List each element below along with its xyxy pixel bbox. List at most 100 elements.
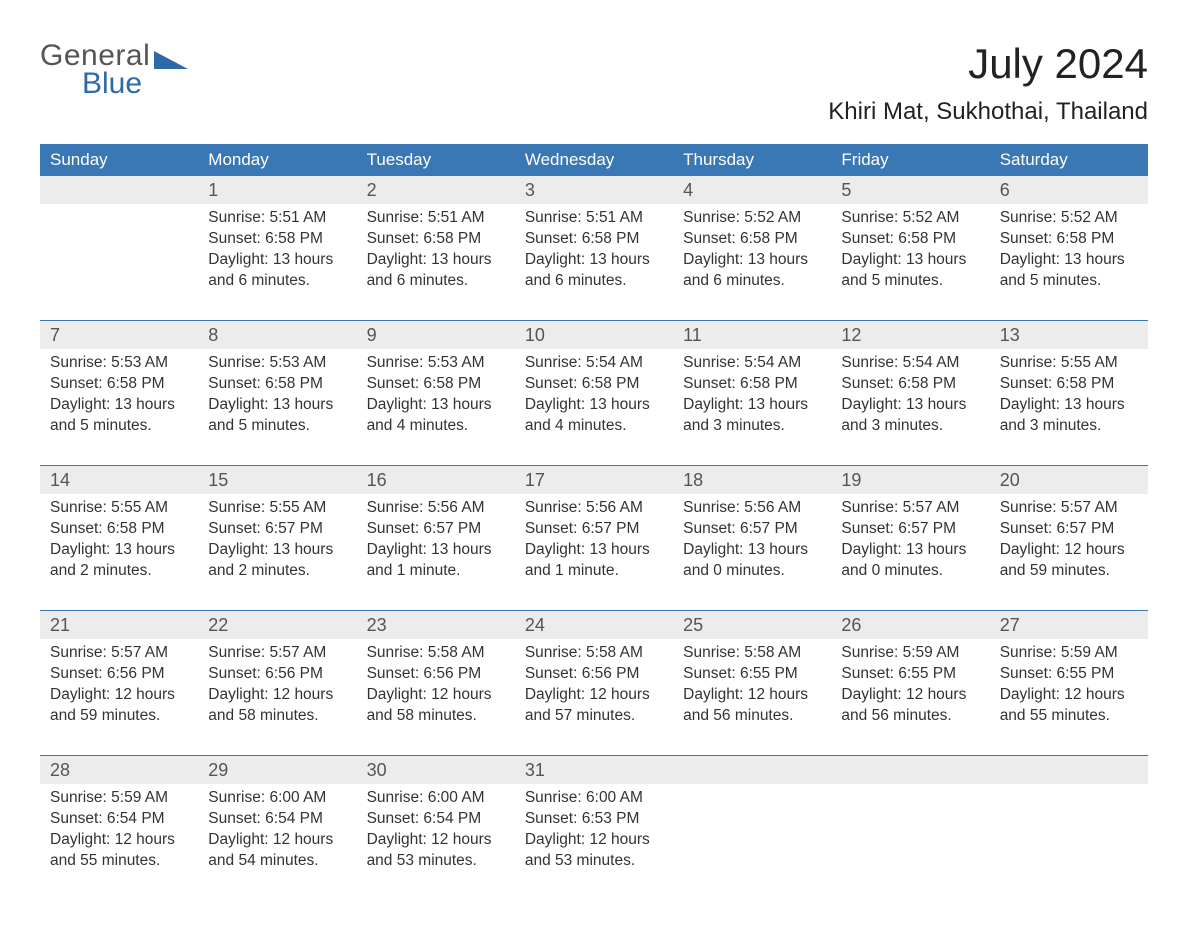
daylight-text-line2: and 6 minutes.	[525, 271, 663, 292]
day-header: Monday	[198, 144, 356, 176]
daylight-text-line2: and 57 minutes.	[525, 706, 663, 727]
day-info-cell: Sunrise: 5:51 AMSunset: 6:58 PMDaylight:…	[515, 204, 673, 320]
daylight-text-line2: and 58 minutes.	[208, 706, 346, 727]
daylight-text-line1: Daylight: 13 hours	[50, 395, 188, 416]
daylight-text-line1: Daylight: 12 hours	[50, 685, 188, 706]
daylight-text-line2: and 6 minutes.	[367, 271, 505, 292]
sunset-text: Sunset: 6:58 PM	[50, 519, 188, 540]
day-number-cell: 5	[831, 176, 989, 204]
day-info-cell: Sunrise: 5:52 AMSunset: 6:58 PMDaylight:…	[673, 204, 831, 320]
sunrise-text: Sunrise: 5:59 AM	[1000, 643, 1138, 664]
daylight-text-line1: Daylight: 12 hours	[50, 830, 188, 851]
sunrise-text: Sunrise: 5:55 AM	[50, 498, 188, 519]
daylight-text-line2: and 58 minutes.	[367, 706, 505, 727]
daylight-text-line1: Daylight: 12 hours	[841, 685, 979, 706]
day-info-cell: Sunrise: 5:57 AMSunset: 6:57 PMDaylight:…	[831, 494, 989, 610]
daylight-text-line2: and 5 minutes.	[1000, 271, 1138, 292]
day-info-cell: Sunrise: 6:00 AMSunset: 6:54 PMDaylight:…	[357, 784, 515, 900]
day-number-cell: 28	[40, 756, 198, 784]
day-number-cell: 26	[831, 611, 989, 639]
daylight-text-line2: and 53 minutes.	[367, 851, 505, 872]
daylight-text-line1: Daylight: 13 hours	[367, 540, 505, 561]
daylight-text-line2: and 0 minutes.	[841, 561, 979, 582]
day-number-cell: 6	[990, 176, 1148, 204]
day-info-cell: Sunrise: 6:00 AMSunset: 6:53 PMDaylight:…	[515, 784, 673, 900]
day-number-cell: 24	[515, 611, 673, 639]
daylight-text-line2: and 3 minutes.	[1000, 416, 1138, 437]
daylight-text-line2: and 2 minutes.	[50, 561, 188, 582]
day-header: Sunday	[40, 144, 198, 176]
sunrise-text: Sunrise: 5:58 AM	[683, 643, 821, 664]
day-number-cell: 23	[357, 611, 515, 639]
daylight-text-line1: Daylight: 12 hours	[525, 685, 663, 706]
day-number-cell: 7	[40, 321, 198, 349]
sunrise-text: Sunrise: 5:54 AM	[525, 353, 663, 374]
day-info-row: Sunrise: 5:55 AMSunset: 6:58 PMDaylight:…	[40, 494, 1148, 610]
daylight-text-line2: and 55 minutes.	[50, 851, 188, 872]
day-number-cell: 15	[198, 466, 356, 494]
location-text: Khiri Mat, Sukhothai, Thailand	[828, 98, 1148, 126]
sunrise-text: Sunrise: 5:53 AM	[367, 353, 505, 374]
sunset-text: Sunset: 6:57 PM	[208, 519, 346, 540]
sunrise-text: Sunrise: 5:57 AM	[208, 643, 346, 664]
day-info-cell: Sunrise: 5:56 AMSunset: 6:57 PMDaylight:…	[357, 494, 515, 610]
day-number-row: 14151617181920	[40, 466, 1148, 494]
sunset-text: Sunset: 6:58 PM	[683, 229, 821, 250]
day-info-cell	[831, 784, 989, 900]
day-info-cell: Sunrise: 5:56 AMSunset: 6:57 PMDaylight:…	[515, 494, 673, 610]
daylight-text-line1: Daylight: 13 hours	[841, 395, 979, 416]
brand-logo: General Blue	[40, 40, 188, 99]
daylight-text-line2: and 56 minutes.	[841, 706, 979, 727]
sunrise-text: Sunrise: 5:55 AM	[208, 498, 346, 519]
day-info-cell: Sunrise: 5:51 AMSunset: 6:58 PMDaylight:…	[198, 204, 356, 320]
day-info-cell: Sunrise: 5:59 AMSunset: 6:55 PMDaylight:…	[990, 639, 1148, 755]
daylight-text-line2: and 6 minutes.	[683, 271, 821, 292]
sunrise-text: Sunrise: 5:53 AM	[208, 353, 346, 374]
day-number-cell: 11	[673, 321, 831, 349]
sunset-text: Sunset: 6:57 PM	[841, 519, 979, 540]
daylight-text-line2: and 53 minutes.	[525, 851, 663, 872]
daylight-text-line1: Daylight: 12 hours	[208, 685, 346, 706]
sunrise-text: Sunrise: 5:56 AM	[367, 498, 505, 519]
brand-triangle-icon	[154, 51, 188, 69]
sunrise-text: Sunrise: 6:00 AM	[208, 788, 346, 809]
sunrise-text: Sunrise: 5:55 AM	[1000, 353, 1138, 374]
daylight-text-line2: and 1 minute.	[367, 561, 505, 582]
daylight-text-line2: and 59 minutes.	[50, 706, 188, 727]
day-info-cell: Sunrise: 5:52 AMSunset: 6:58 PMDaylight:…	[831, 204, 989, 320]
sunrise-text: Sunrise: 6:00 AM	[367, 788, 505, 809]
sunset-text: Sunset: 6:54 PM	[50, 809, 188, 830]
day-info-cell: Sunrise: 5:58 AMSunset: 6:56 PMDaylight:…	[357, 639, 515, 755]
day-info-cell: Sunrise: 5:59 AMSunset: 6:54 PMDaylight:…	[40, 784, 198, 900]
daylight-text-line1: Daylight: 13 hours	[683, 250, 821, 271]
day-number-cell	[673, 756, 831, 784]
day-info-cell: Sunrise: 5:54 AMSunset: 6:58 PMDaylight:…	[515, 349, 673, 465]
sunrise-text: Sunrise: 5:53 AM	[50, 353, 188, 374]
day-header: Thursday	[673, 144, 831, 176]
day-number-cell: 17	[515, 466, 673, 494]
daylight-text-line1: Daylight: 13 hours	[367, 250, 505, 271]
day-number-cell: 1	[198, 176, 356, 204]
day-info-cell: Sunrise: 5:57 AMSunset: 6:57 PMDaylight:…	[990, 494, 1148, 610]
day-number-cell: 31	[515, 756, 673, 784]
daylight-text-line2: and 2 minutes.	[208, 561, 346, 582]
daylight-text-line1: Daylight: 13 hours	[841, 250, 979, 271]
daylight-text-line1: Daylight: 13 hours	[208, 250, 346, 271]
daylight-text-line2: and 5 minutes.	[50, 416, 188, 437]
sunrise-text: Sunrise: 5:58 AM	[367, 643, 505, 664]
day-number-cell: 13	[990, 321, 1148, 349]
sunset-text: Sunset: 6:58 PM	[367, 229, 505, 250]
day-number-cell: 30	[357, 756, 515, 784]
sunset-text: Sunset: 6:58 PM	[367, 374, 505, 395]
day-info-cell: Sunrise: 5:57 AMSunset: 6:56 PMDaylight:…	[40, 639, 198, 755]
month-title: July 2024	[828, 40, 1148, 88]
day-number-cell: 16	[357, 466, 515, 494]
daylight-text-line2: and 59 minutes.	[1000, 561, 1138, 582]
day-info-cell: Sunrise: 5:55 AMSunset: 6:58 PMDaylight:…	[990, 349, 1148, 465]
day-number-cell: 27	[990, 611, 1148, 639]
daylight-text-line2: and 5 minutes.	[208, 416, 346, 437]
sunset-text: Sunset: 6:58 PM	[208, 374, 346, 395]
day-info-cell: Sunrise: 5:53 AMSunset: 6:58 PMDaylight:…	[198, 349, 356, 465]
daylight-text-line1: Daylight: 13 hours	[1000, 250, 1138, 271]
daylight-text-line2: and 4 minutes.	[367, 416, 505, 437]
